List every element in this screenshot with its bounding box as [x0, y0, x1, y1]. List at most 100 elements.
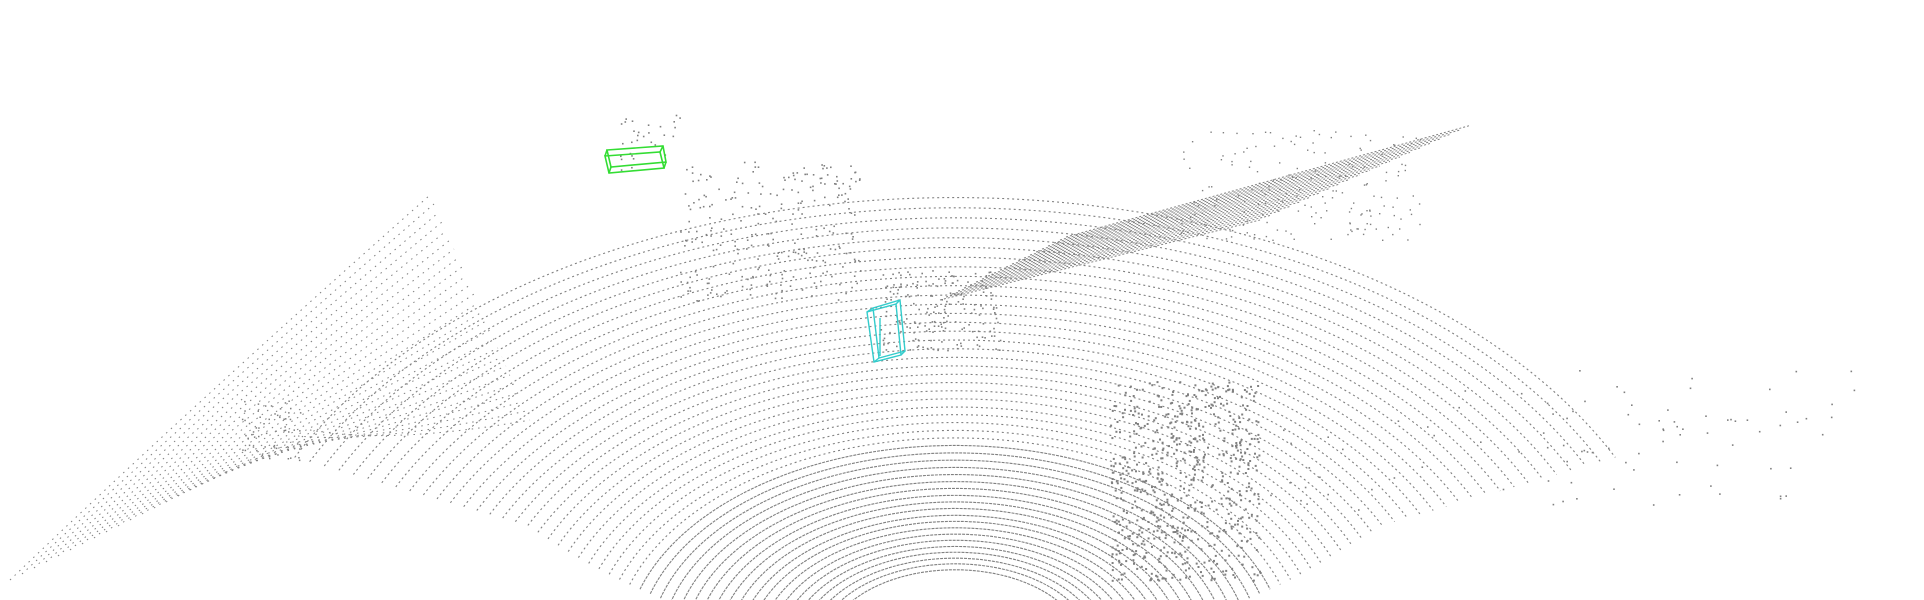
point	[766, 244, 769, 246]
point	[1134, 410, 1137, 413]
point	[992, 308, 995, 310]
point	[1111, 569, 1114, 572]
point	[1142, 471, 1145, 474]
point	[1190, 421, 1193, 424]
point	[946, 300, 948, 303]
point	[854, 171, 857, 174]
point	[792, 174, 795, 177]
point	[1222, 570, 1225, 573]
point	[980, 305, 982, 307]
point	[798, 248, 801, 251]
point	[1360, 149, 1362, 151]
scan-ring	[1017, 161, 1391, 262]
point	[1314, 223, 1316, 225]
scan-ring	[774, 527, 1136, 600]
point	[298, 459, 301, 462]
point	[1179, 485, 1182, 488]
point	[1366, 223, 1368, 225]
point	[928, 284, 930, 287]
point	[1248, 500, 1251, 503]
point	[734, 240, 736, 243]
point	[1183, 406, 1186, 409]
point	[963, 295, 965, 298]
point	[1257, 498, 1260, 501]
point	[815, 260, 818, 262]
point	[932, 348, 935, 351]
point	[1375, 228, 1377, 230]
point	[687, 290, 689, 292]
point	[838, 245, 840, 248]
point	[1213, 559, 1215, 562]
point	[709, 292, 712, 294]
bounding-box-green	[604, 145, 667, 174]
point	[650, 141, 653, 144]
point	[1188, 575, 1191, 578]
point	[1134, 480, 1137, 483]
point	[1156, 575, 1159, 578]
point	[1249, 537, 1252, 540]
point	[1206, 237, 1208, 240]
point	[944, 311, 946, 313]
point	[747, 278, 749, 281]
point	[1257, 493, 1260, 496]
point	[1238, 417, 1241, 419]
point	[277, 454, 279, 456]
point	[1204, 394, 1207, 397]
point	[1360, 214, 1362, 216]
scan-ring	[141, 293, 475, 515]
point	[299, 412, 302, 414]
point	[1158, 579, 1161, 582]
point	[1141, 488, 1144, 491]
point	[1157, 395, 1160, 398]
point	[940, 323, 942, 326]
point	[1149, 468, 1152, 471]
point	[1212, 571, 1215, 573]
scan-ring	[273, 392, 519, 449]
point	[685, 240, 688, 242]
bbox-green-bottom-face	[606, 145, 667, 168]
point	[1299, 188, 1301, 191]
point	[984, 337, 986, 339]
point	[1117, 578, 1120, 581]
point	[1192, 438, 1195, 440]
point	[1170, 432, 1173, 435]
point	[1209, 532, 1212, 535]
point	[1373, 195, 1375, 197]
point	[1193, 465, 1196, 468]
point	[1153, 447, 1156, 450]
point	[259, 416, 261, 418]
point	[255, 427, 258, 429]
point	[688, 231, 690, 233]
point	[1189, 216, 1192, 219]
point	[1246, 405, 1249, 407]
point	[261, 454, 264, 456]
point	[736, 181, 738, 183]
point	[737, 252, 739, 255]
point	[1133, 489, 1136, 492]
point	[1112, 515, 1115, 518]
point	[1213, 397, 1216, 400]
point	[1154, 431, 1157, 434]
point	[1160, 406, 1163, 408]
point	[1393, 214, 1395, 217]
point	[1324, 152, 1326, 154]
point	[1125, 560, 1128, 563]
point	[1179, 412, 1182, 415]
point	[1160, 399, 1163, 402]
point	[1193, 449, 1195, 451]
point	[720, 218, 723, 220]
point	[1225, 238, 1228, 240]
point	[754, 166, 757, 168]
point	[824, 261, 827, 264]
point	[1232, 390, 1234, 393]
point	[1224, 522, 1227, 525]
point	[832, 232, 835, 234]
point	[1115, 480, 1118, 483]
point	[726, 290, 728, 292]
point	[1821, 433, 1824, 436]
scan-ring	[285, 401, 523, 443]
point	[933, 311, 935, 313]
point	[1110, 464, 1113, 467]
scan-ring	[957, 206, 1291, 292]
point	[1155, 499, 1158, 502]
